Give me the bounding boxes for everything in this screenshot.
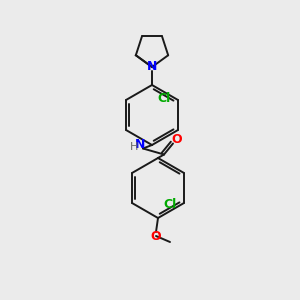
Text: N: N: [135, 138, 145, 151]
Text: O: O: [151, 230, 161, 242]
Text: Cl: Cl: [164, 199, 177, 212]
Text: N: N: [147, 61, 157, 74]
Text: Cl: Cl: [158, 92, 171, 104]
Text: O: O: [172, 133, 182, 146]
Text: H: H: [130, 142, 138, 152]
